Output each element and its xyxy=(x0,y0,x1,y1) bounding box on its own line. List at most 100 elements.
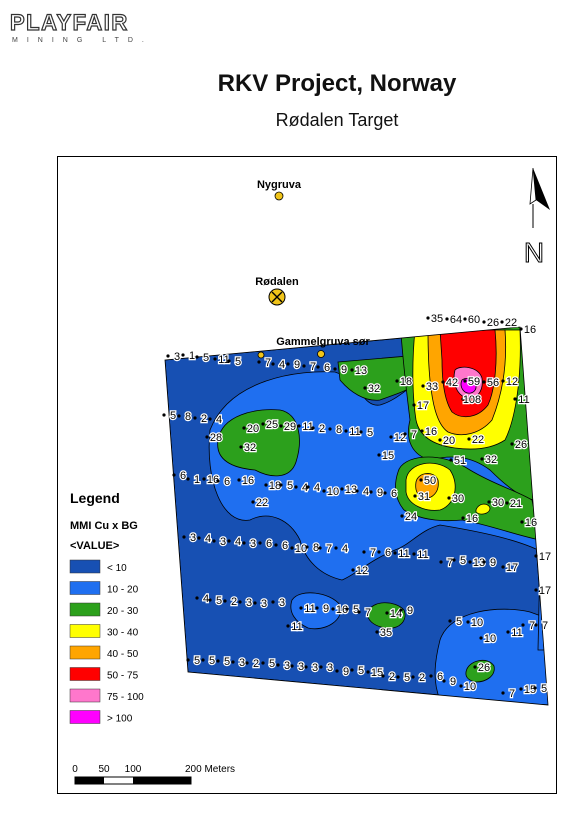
sample-point[interactable]: 29 xyxy=(279,420,297,434)
sample-point[interactable]: 8 xyxy=(328,423,343,437)
sample-point[interactable]: 35 xyxy=(375,626,393,640)
sample-point[interactable]: 3 xyxy=(304,661,319,675)
site-rodalen[interactable]: Rødalen xyxy=(255,276,299,306)
sample-point[interactable]: 22 xyxy=(251,496,269,510)
sample-point[interactable]: 4 xyxy=(197,532,212,546)
sample-point[interactable]: 3 xyxy=(253,597,268,611)
sample-point[interactable]: 5 xyxy=(448,615,463,629)
sample-point[interactable]: 42 xyxy=(441,376,459,390)
sample-point[interactable]: 12 xyxy=(501,375,519,389)
sample-point[interactable]: 32 xyxy=(480,453,498,467)
sample-point[interactable]: 16 xyxy=(331,603,349,617)
sample-point[interactable]: 10 xyxy=(466,616,484,630)
sample-point[interactable]: 4 xyxy=(355,485,370,499)
sample-point[interactable]: 18 xyxy=(264,479,282,493)
sample-point[interactable]: 3 xyxy=(242,537,257,551)
sample-point[interactable]: 5 xyxy=(195,351,210,365)
sample-point[interactable]: 12 xyxy=(389,431,407,445)
sample-point[interactable]: 3 xyxy=(276,659,291,673)
sample-point[interactable]: 32 xyxy=(239,441,257,455)
sample-point[interactable]: 15 xyxy=(366,666,384,680)
sample-point[interactable]: 9 xyxy=(442,675,457,689)
sample-point[interactable]: 64 xyxy=(445,313,463,327)
sample-point[interactable]: 2 xyxy=(245,657,260,671)
sample-point[interactable]: 5 xyxy=(396,671,411,685)
sample-point[interactable]: 3 xyxy=(166,350,181,364)
sample-point[interactable]: 50 xyxy=(419,474,437,488)
sample-point[interactable]: 16 xyxy=(461,512,479,526)
sample-point[interactable]: 9 xyxy=(286,358,301,372)
sample-point[interactable]: 1 xyxy=(186,473,201,487)
sample-point[interactable]: 9 xyxy=(399,604,414,618)
sample-point[interactable]: 4 xyxy=(306,481,321,495)
sample-point[interactable]: 8 xyxy=(305,541,320,555)
sample-point[interactable]: 3 xyxy=(290,660,305,674)
sample-point[interactable]: 6 xyxy=(258,537,273,551)
sample-point[interactable]: 59 xyxy=(463,375,481,389)
sample-point[interactable]: 3 xyxy=(182,531,197,545)
sample-point[interactable]: 10 xyxy=(459,680,477,694)
sample-point[interactable]: 11 xyxy=(299,602,317,616)
sample-point[interactable]: 5 xyxy=(227,355,242,369)
sample-point[interactable]: 16 xyxy=(519,323,537,337)
sample-point[interactable]: 30 xyxy=(447,492,465,506)
sample-point[interactable]: 11 xyxy=(393,547,411,561)
sample-point[interactable]: 16 xyxy=(420,425,438,439)
sample-point[interactable]: 7 xyxy=(501,687,516,701)
sample-point[interactable]: 13 xyxy=(350,364,368,378)
sample-point[interactable]: 6 xyxy=(316,361,331,375)
sample-point[interactable]: 3 xyxy=(238,596,253,610)
sample-point[interactable]: 3 xyxy=(212,535,227,549)
sample-point[interactable]: 9 xyxy=(482,556,497,570)
sample-point[interactable]: 31 xyxy=(413,490,431,504)
sample-point[interactable]: 11 xyxy=(297,420,315,434)
sample-point[interactable]: 5 xyxy=(201,654,216,668)
sample-point[interactable]: 7 xyxy=(534,619,549,633)
sample-point[interactable]: 5 xyxy=(186,654,201,668)
sample-point[interactable]: 56 xyxy=(482,376,500,390)
sample-point[interactable]: 4 xyxy=(294,481,309,495)
sample-point[interactable]: 11 xyxy=(286,620,304,634)
sample-point[interactable]: 2 xyxy=(193,412,208,426)
sample-point[interactable]: 7 xyxy=(257,356,272,370)
sample-point[interactable]: 9 xyxy=(369,486,384,500)
sample-point[interactable]: 15 xyxy=(377,449,395,463)
sample-point[interactable]: 17 xyxy=(501,561,519,575)
sample-point[interactable]: 2 xyxy=(411,671,426,685)
sample-point[interactable]: 18 xyxy=(395,375,413,389)
sample-point[interactable]: 5 xyxy=(350,664,365,678)
sample-point[interactable]: 11 xyxy=(513,393,531,407)
sample-point[interactable]: 4 xyxy=(227,535,242,549)
sample-point[interactable]: 6 xyxy=(377,546,392,560)
sample-point[interactable]: 5 xyxy=(359,426,374,440)
sample-point[interactable]: 17 xyxy=(534,550,552,564)
sample-point[interactable]: 30 xyxy=(487,496,505,510)
sample-point[interactable]: 26 xyxy=(510,438,528,452)
sample-point[interactable]: 60 xyxy=(463,313,481,327)
sample-point[interactable]: 11 xyxy=(506,626,524,640)
sample-point[interactable]: 11 xyxy=(412,548,430,562)
sample-point[interactable]: 26 xyxy=(482,316,500,330)
sample-point[interactable]: 7 xyxy=(318,542,333,556)
sample-point[interactable]: 26 xyxy=(473,661,491,675)
sample-point[interactable]: 6 xyxy=(172,469,187,483)
sample-point[interactable]: 32 xyxy=(363,382,381,396)
sample-point[interactable]: 6 xyxy=(274,539,289,553)
sample-point[interactable]: 6 xyxy=(216,475,231,489)
sample-point[interactable]: 4 xyxy=(195,592,210,606)
sample-point[interactable]: 20 xyxy=(438,434,456,448)
sample-point[interactable]: 5 xyxy=(345,603,360,617)
sample-point[interactable]: 5 xyxy=(261,657,276,671)
sample-point[interactable]: 4 xyxy=(334,542,349,556)
sample-point[interactable]: 24 xyxy=(400,510,418,524)
sample-point[interactable]: 5 xyxy=(533,682,548,696)
sample-point[interactable]: 5 xyxy=(279,479,294,493)
site-nygruva[interactable]: Nygruva xyxy=(257,179,302,201)
site-gammelgruva[interactable]: Gammelgruva sør xyxy=(257,336,370,359)
sample-point[interactable]: 11 xyxy=(344,425,362,439)
sample-point[interactable]: 3 xyxy=(319,661,334,675)
sample-point[interactable]: 7 xyxy=(357,606,372,620)
sample-point[interactable]: 16 xyxy=(237,474,255,488)
sample-point[interactable]: 22 xyxy=(500,316,518,330)
sample-point[interactable]: 51 xyxy=(449,454,467,468)
